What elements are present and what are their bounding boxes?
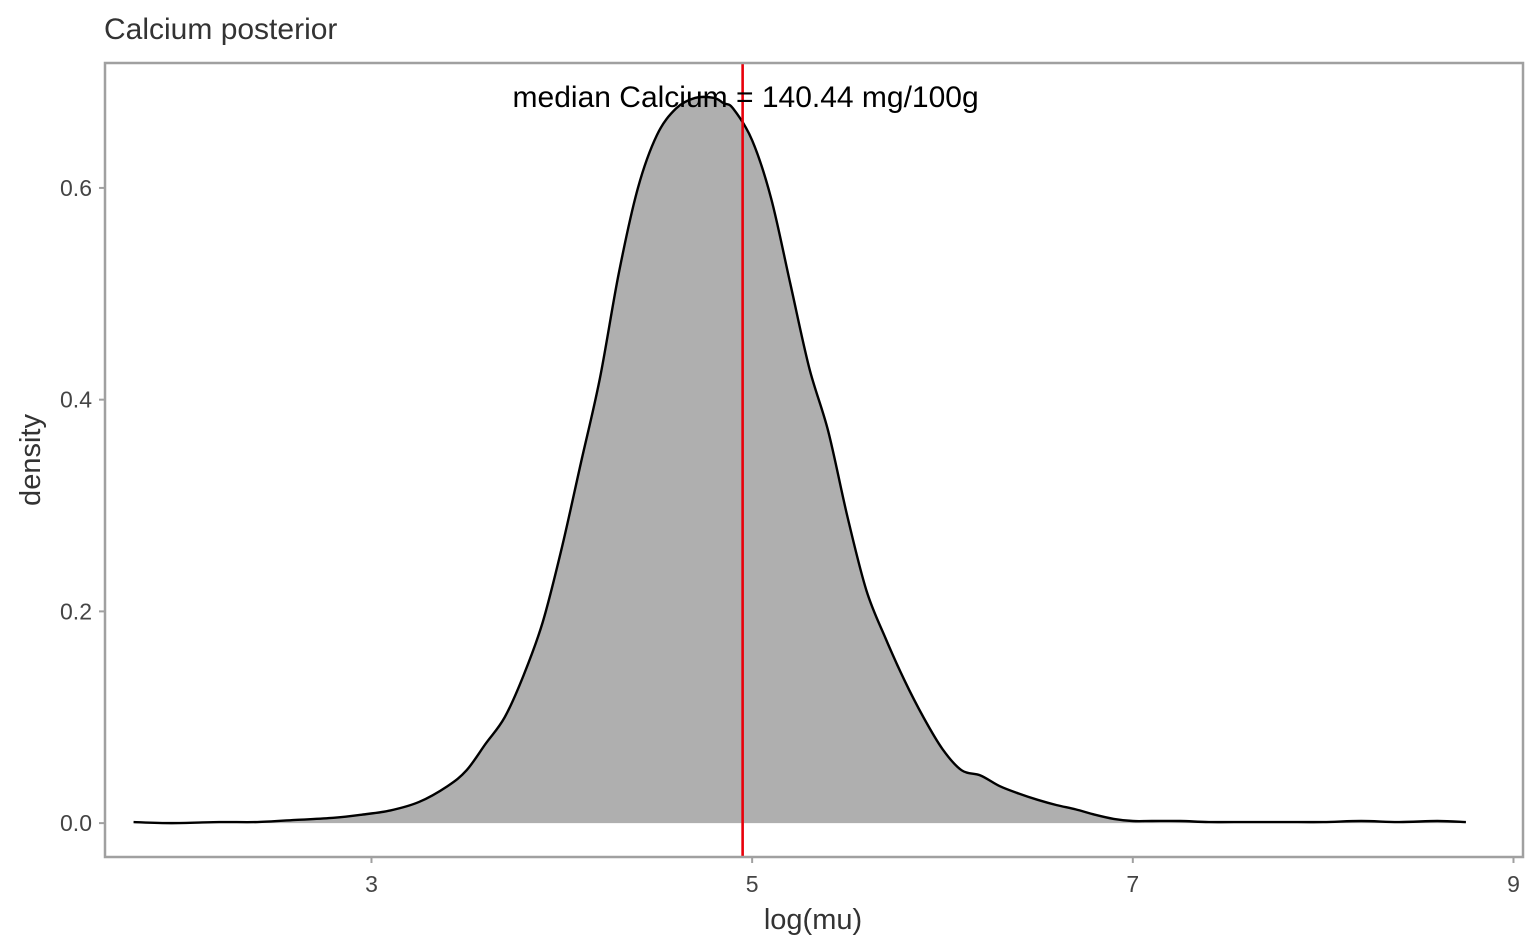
x-tick-label: 3 [365, 871, 378, 897]
density-line [133, 95, 1466, 825]
panel-border [103, 61, 1525, 859]
y-tick-label: 0.6 [60, 175, 92, 201]
x-tick-label: 7 [1126, 871, 1139, 897]
x-axis: 3 5 7 9 [365, 857, 1520, 897]
y-axis-title: density [15, 414, 47, 506]
x-tick-label: 9 [1507, 871, 1520, 897]
y-tick-label: 0.2 [60, 598, 92, 624]
x-tick-label: 5 [746, 871, 759, 897]
density-fill [133, 96, 1466, 824]
y-axis: 0.0 0.2 0.4 0.6 [60, 175, 105, 836]
chart-title: Calcium posterior [104, 13, 337, 46]
x-axis-title: log(mu) [764, 904, 862, 936]
y-tick-label: 0.4 [60, 387, 92, 413]
plot-area: median Calcium = 140.44 mg/100g [133, 63, 1466, 857]
y-tick-label: 0.0 [60, 810, 92, 836]
median-annotation: median Calcium = 140.44 mg/100g [513, 81, 979, 114]
